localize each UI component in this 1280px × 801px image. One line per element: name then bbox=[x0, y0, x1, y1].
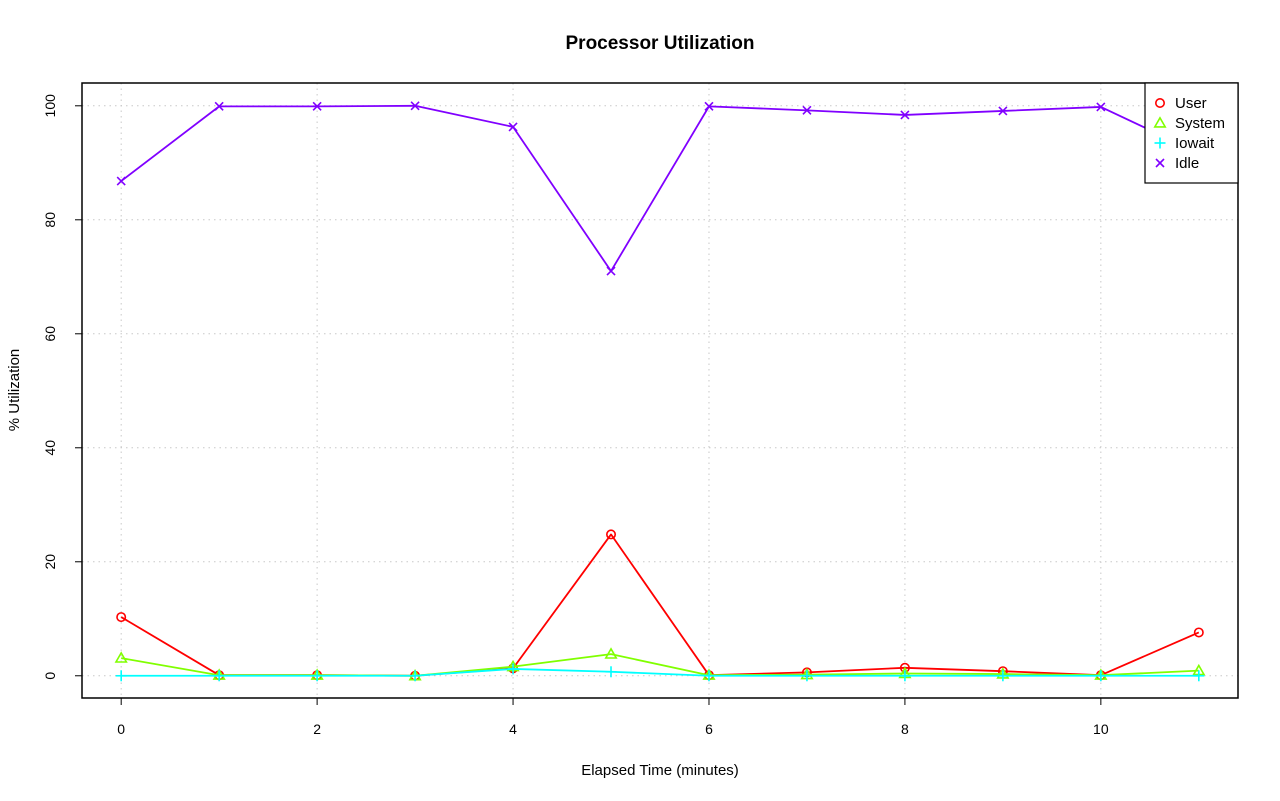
data-point-iowait bbox=[899, 670, 911, 682]
legend: User System Iowait Idle bbox=[1144, 82, 1239, 184]
data-point-idle bbox=[998, 106, 1008, 116]
data-point-iowait bbox=[801, 670, 813, 682]
data-point-idle bbox=[802, 105, 812, 115]
data-point-idle-b bbox=[312, 101, 322, 111]
chart-title: Processor Utilization bbox=[566, 33, 755, 54]
series-line-idle bbox=[120, 104, 1200, 272]
legend-marker-iowait bbox=[1154, 137, 1166, 149]
y-tick-label: 20 bbox=[42, 554, 58, 570]
series bbox=[114, 101, 1206, 682]
data-point-iowait bbox=[1095, 670, 1107, 682]
data-point-iowait bbox=[1193, 670, 1205, 682]
data-point-idle bbox=[606, 266, 616, 276]
legend-marker-idle bbox=[1155, 158, 1165, 168]
y-tick-label: 0 bbox=[42, 672, 58, 680]
data-point-idle bbox=[900, 110, 910, 120]
data-point-iowait bbox=[507, 663, 519, 675]
data-point-idle bbox=[312, 101, 322, 111]
data-point-idle bbox=[214, 101, 224, 111]
x-tick-label: 8 bbox=[901, 721, 909, 737]
data-point-iowait bbox=[605, 666, 617, 678]
data-point-idle-b bbox=[116, 176, 126, 186]
data-point-iowait bbox=[311, 670, 323, 682]
data-point-iowait bbox=[213, 670, 225, 682]
data-point-user bbox=[1193, 627, 1204, 638]
data-point-idle-b bbox=[410, 101, 420, 111]
legend-label-idle: Idle bbox=[1175, 155, 1199, 172]
data-point-iowait bbox=[997, 670, 1009, 682]
y-axis-label: % Utilization bbox=[6, 349, 23, 432]
data-point-idle bbox=[508, 122, 518, 132]
legend-marker-system bbox=[1153, 116, 1167, 128]
plot-frame bbox=[81, 82, 1239, 699]
legend-label-system: System bbox=[1175, 115, 1225, 132]
data-point-idle-b bbox=[802, 105, 812, 115]
data-point-idle-b bbox=[606, 266, 616, 276]
data-point-iowait bbox=[703, 670, 715, 682]
data-point-idle bbox=[704, 101, 714, 111]
data-point-idle-b bbox=[704, 101, 714, 111]
legend-box bbox=[1144, 82, 1239, 184]
data-point-idle-b bbox=[214, 101, 224, 111]
series-iowait bbox=[115, 663, 1205, 682]
data-point-idle-b bbox=[900, 110, 910, 120]
data-point-user bbox=[606, 529, 617, 540]
legend-label-iowait: Iowait bbox=[1175, 135, 1215, 152]
data-point-idle bbox=[410, 101, 420, 111]
data-point-system bbox=[114, 651, 128, 663]
x-tick-label: 10 bbox=[1093, 721, 1109, 737]
data-point-system bbox=[604, 647, 618, 659]
data-point-idle-b bbox=[998, 106, 1008, 116]
data-point-iowait bbox=[409, 670, 421, 682]
x-axis-label: Elapsed Time (minutes) bbox=[581, 762, 739, 779]
y-tick-label: 100 bbox=[42, 94, 58, 118]
x-tick-label: 0 bbox=[117, 721, 125, 737]
data-point-idle-b bbox=[1096, 102, 1106, 112]
legend-label-user: User bbox=[1175, 95, 1207, 112]
x-tick-label: 6 bbox=[705, 721, 713, 737]
series-idle bbox=[116, 101, 1204, 276]
legend-marker-user bbox=[1155, 98, 1166, 109]
legend-marker-idle-b bbox=[1155, 158, 1165, 168]
series-line-iowait bbox=[121, 668, 1199, 677]
x-tick-label: 2 bbox=[313, 721, 321, 737]
y-tick-label: 80 bbox=[42, 212, 58, 228]
data-point-user bbox=[116, 612, 127, 623]
data-point-idle bbox=[1096, 102, 1106, 112]
y-tick-label: 60 bbox=[42, 326, 58, 342]
data-point-idle-b bbox=[508, 122, 518, 132]
x-tick-label: 4 bbox=[509, 721, 517, 737]
y-tick-label: 40 bbox=[42, 440, 58, 456]
data-point-iowait bbox=[115, 670, 127, 682]
data-point-idle bbox=[116, 176, 126, 186]
